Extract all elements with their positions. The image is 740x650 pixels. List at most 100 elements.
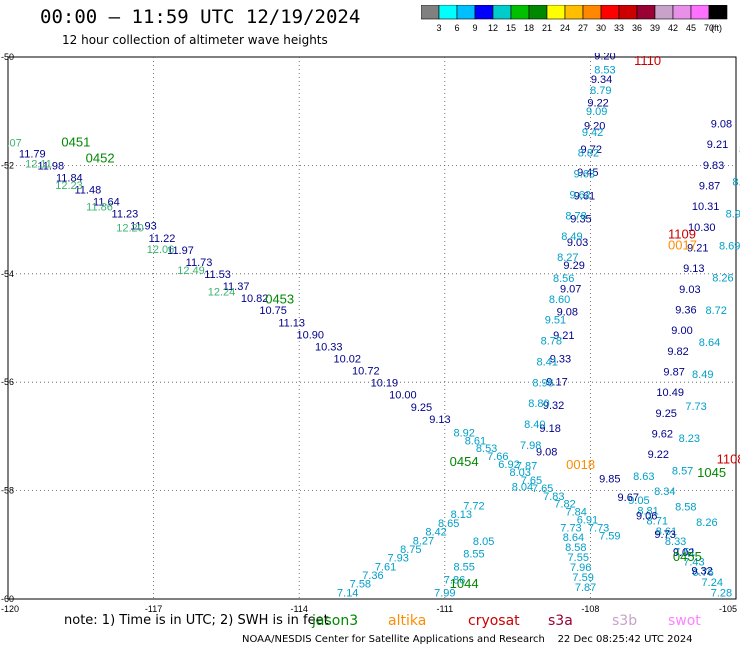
lat-tick-label: -58 (1, 486, 14, 496)
wave-height-value: 7.87 (575, 582, 596, 594)
wave-height-value: 8.80 (528, 398, 549, 410)
scale-tick-label: 30 (596, 23, 606, 33)
wave-height-value: 8.79 (590, 85, 611, 97)
pass-time-label: 0017 (668, 237, 697, 252)
wave-height-value: 7.82 (554, 499, 575, 511)
wave-height-value: 10.33 (315, 341, 343, 353)
pass-time-label: 0453 (265, 292, 294, 307)
wave-height-value: 8.63 (633, 471, 654, 483)
wave-height-value: 9.87 (663, 366, 684, 378)
wave-height-value: 8.34 (654, 486, 675, 498)
wave-height-value: 12.11 (25, 159, 52, 171)
scale-tick-label: 36 (632, 23, 642, 33)
scale-tick-label: 39 (650, 23, 660, 33)
wave-height-value: 9.45 (577, 167, 598, 179)
wave-height-value: 9.07 (560, 283, 581, 295)
wave-height-value: 9.02 (673, 547, 694, 559)
wave-height-value: 9.21 (707, 139, 728, 151)
wave-height-value: 11.73 (186, 257, 213, 269)
scale-tick-label: 33 (614, 23, 624, 33)
wave-height-value: 11.53 (204, 269, 231, 281)
wave-height-value: 8.64 (563, 532, 584, 544)
wave-height-value: 8.92 (454, 427, 475, 439)
wave-height-value: 8.56 (553, 273, 574, 285)
pass-time-label: 1045 (697, 465, 726, 480)
lon-tick-label: -111 (436, 604, 453, 614)
wave-height-value: 9.25 (656, 408, 677, 420)
lon-tick-label: -114 (291, 604, 308, 614)
wave-height-value: 9.18 (539, 423, 560, 435)
wave-height-value: 8.49 (561, 231, 582, 243)
wave-height-value: 8.58 (675, 501, 696, 513)
wave-height-value: 9.05 (628, 495, 649, 507)
wave-height-value: 8.57 (672, 465, 693, 477)
wave-height-value: 9.09 (586, 106, 607, 118)
wave-height-value: 9.22 (648, 449, 669, 461)
wave-height-value: 7.73 (588, 522, 609, 534)
pass-time-label: 0451 (61, 134, 90, 149)
wave-height-value: 7.93 (387, 553, 408, 565)
wave-height-value: 8.05 (473, 536, 494, 548)
wave-height-value: 11.64 (93, 197, 120, 209)
wave-height-value: 9.63 (574, 169, 595, 181)
wave-height-value: 8.41 (536, 356, 557, 368)
scale-tick-label: 27 (578, 23, 588, 33)
wave-height-value: 6.76 (692, 567, 713, 579)
wave-height-value: 8.81 (637, 505, 658, 517)
wave-height-value: 9.08 (557, 307, 578, 319)
wave-height-value: 9.85 (599, 473, 620, 485)
wave-height-value: 9.87 (699, 180, 720, 192)
wave-height-value: 9.34 (591, 74, 612, 86)
wave-height-value: 7.28 (711, 587, 732, 599)
wave-height-value: 11.22 (149, 233, 176, 245)
wave-height-value: 8.58 (565, 542, 586, 554)
lon-tick-label: -117 (145, 604, 162, 614)
pass-time-label: 0455 (673, 549, 702, 564)
wave-height-value: 8.75 (400, 544, 421, 556)
wave-height-value: 10.30 (688, 222, 716, 234)
wave-height-value: 7.66 (487, 451, 508, 463)
lat-tick-label: -52 (1, 160, 14, 170)
wave-height-value: 8.55 (463, 549, 484, 561)
wave-height-value: 9.22 (587, 97, 608, 109)
pass-time-label: 0018 (566, 457, 595, 472)
wave-height-value: 8.71 (647, 516, 668, 528)
wave-height-value: 8.82 (578, 148, 599, 160)
scale-tick-label: 3 (436, 23, 441, 33)
wave-height-value: 8.53 (476, 443, 497, 455)
wave-height-value: 10.00 (389, 390, 417, 402)
lon-tick-label: -105 (719, 604, 737, 614)
wave-height-value: 9.35 (570, 214, 591, 226)
wave-height-value: 8.27 (413, 535, 434, 547)
scale-tick-label: 12 (488, 23, 498, 33)
wave-height-value: 11.79 (19, 148, 46, 160)
scale-tick-label: 6 (454, 23, 459, 33)
wave-height-value: 7.73 (560, 522, 581, 534)
satellite-legend-s3b: s3b (612, 613, 638, 629)
wave-height-value: 9.08 (536, 446, 557, 458)
wave-height-value: 10.82 (241, 293, 269, 305)
scale-tick-label: 24 (560, 23, 570, 33)
wave-height-value: 6.91 (577, 515, 598, 527)
wave-height-value: 7.55 (568, 552, 589, 564)
pass-time-label: 1109 (668, 227, 696, 242)
wave-height-value: 9.32 (691, 566, 712, 578)
scale-tick-label: 15 (506, 23, 516, 33)
scale-tick-label: 45 (686, 23, 696, 33)
page-title: 00:00 — 11:59 UTC 12/19/2024 (40, 6, 361, 28)
wave-height-value: 11.98 (37, 160, 64, 172)
scale-tick-label: 70 (704, 23, 714, 33)
wave-height-value: 8.78 (541, 336, 562, 348)
wave-height-value: 10.02 (334, 353, 362, 365)
wave-height-value: 9.29 (563, 260, 584, 272)
wave-height-value: 7.96 (570, 562, 591, 574)
wave-height-value: 8.42 (425, 527, 446, 539)
pass-time-label: 1110 (634, 53, 661, 68)
pass-time-label: 1044 (450, 576, 479, 591)
color-scale-legend: 3 6 9 12 15 18 21 24 27 30 33 36 39 42 45 70(ft) (421, 5, 728, 33)
wave-height-value: 11.97 (167, 245, 194, 257)
wave-height-value: 7.98 (520, 440, 541, 452)
wave-height-value: 7.36 (362, 570, 383, 582)
wave-height-value: 9.72 (581, 144, 602, 156)
wave-height-value: 10.19 (371, 378, 399, 390)
